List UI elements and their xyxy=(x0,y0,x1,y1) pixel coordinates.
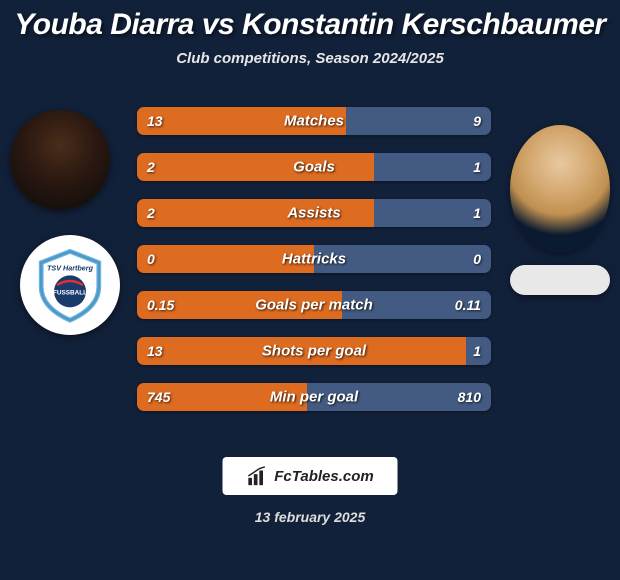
page-title: Youba Diarra vs Konstantin Kerschbaumer xyxy=(0,8,620,42)
player-right-avatar xyxy=(510,125,610,253)
stat-value-right: 9 xyxy=(473,113,481,129)
stat-value-right: 0.11 xyxy=(455,297,481,313)
stat-value-left: 0.15 xyxy=(147,297,174,313)
stat-bar-left-fill xyxy=(137,153,374,181)
stat-value-left: 0 xyxy=(147,251,155,267)
stat-label: Goals per match xyxy=(255,297,373,314)
stat-row: 0 0 Hattricks xyxy=(137,245,491,273)
player-right-club-badge xyxy=(510,265,610,295)
stat-label: Min per goal xyxy=(270,389,358,406)
stat-row: 0.15 0.11 Goals per match xyxy=(137,291,491,319)
stat-value-right: 810 xyxy=(458,389,481,405)
stat-label: Assists xyxy=(287,205,340,222)
stat-value-right: 0 xyxy=(473,251,481,267)
stat-label: Hattricks xyxy=(282,251,346,268)
stat-value-right: 1 xyxy=(473,205,481,221)
stat-value-left: 2 xyxy=(147,159,155,175)
stat-value-left: 13 xyxy=(147,343,163,359)
svg-text:TSV Hartberg: TSV Hartberg xyxy=(47,264,94,273)
stat-label: Shots per goal xyxy=(262,343,366,360)
stat-row: 745 810 Min per goal xyxy=(137,383,491,411)
stat-value-right: 1 xyxy=(473,343,481,359)
stat-row: 2 1 Assists xyxy=(137,199,491,227)
stat-value-left: 13 xyxy=(147,113,163,129)
stat-row: 2 1 Goals xyxy=(137,153,491,181)
stat-bars: 13 9 Matches 2 1 Goals 2 1 Assists 0 0 Hattricks 0.1… xyxy=(137,107,491,429)
page-subtitle: Club competitions, Season 2024/2025 xyxy=(0,50,620,67)
comparison-content: TSV Hartberg FUSSBALL 139Matches21Goals2… xyxy=(0,95,620,435)
brand-logo: FcTables.com xyxy=(223,457,398,495)
stat-value-right: 1 xyxy=(473,159,481,175)
stat-label: Goals xyxy=(293,159,335,176)
comparison-date: 13 february 2025 xyxy=(255,509,366,525)
stat-bar-right-fill xyxy=(346,107,491,135)
svg-text:FUSSBALL: FUSSBALL xyxy=(53,290,87,297)
player-left-club-badge: TSV Hartberg FUSSBALL xyxy=(20,235,120,335)
tsv-hartberg-shield-icon: TSV Hartberg FUSSBALL xyxy=(30,245,110,325)
stat-label: Matches xyxy=(284,113,344,130)
stat-row: 13 9 Matches xyxy=(137,107,491,135)
fctables-chart-icon xyxy=(246,465,268,487)
brand-text: FcTables.com xyxy=(274,468,373,485)
stat-value-left: 745 xyxy=(147,389,170,405)
stat-value-left: 2 xyxy=(147,205,155,221)
stat-row: 13 1 Shots per goal xyxy=(137,337,491,365)
player-left-avatar xyxy=(10,110,110,210)
